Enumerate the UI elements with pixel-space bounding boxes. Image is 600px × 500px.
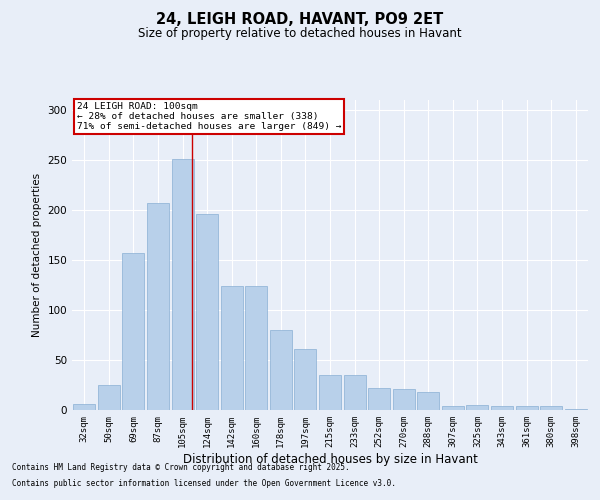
Bar — [417, 392, 439, 410]
Bar — [491, 406, 513, 410]
Bar — [221, 286, 243, 410]
Bar — [392, 389, 415, 410]
Bar — [245, 286, 268, 410]
Bar — [442, 406, 464, 410]
Bar — [540, 406, 562, 410]
Bar — [515, 406, 538, 410]
Bar — [73, 404, 95, 410]
Text: Contains HM Land Registry data © Crown copyright and database right 2025.: Contains HM Land Registry data © Crown c… — [12, 464, 350, 472]
Bar — [122, 253, 145, 410]
Bar — [172, 159, 194, 410]
Bar — [368, 388, 390, 410]
X-axis label: Distribution of detached houses by size in Havant: Distribution of detached houses by size … — [182, 452, 478, 466]
Text: 24 LEIGH ROAD: 100sqm
← 28% of detached houses are smaller (338)
71% of semi-det: 24 LEIGH ROAD: 100sqm ← 28% of detached … — [77, 102, 341, 132]
Y-axis label: Number of detached properties: Number of detached properties — [32, 173, 42, 337]
Bar — [344, 375, 365, 410]
Bar — [196, 214, 218, 410]
Text: Contains public sector information licensed under the Open Government Licence v3: Contains public sector information licen… — [12, 478, 396, 488]
Bar — [466, 405, 488, 410]
Bar — [147, 203, 169, 410]
Bar — [98, 385, 120, 410]
Text: Size of property relative to detached houses in Havant: Size of property relative to detached ho… — [138, 28, 462, 40]
Bar — [270, 330, 292, 410]
Text: 24, LEIGH ROAD, HAVANT, PO9 2ET: 24, LEIGH ROAD, HAVANT, PO9 2ET — [157, 12, 443, 28]
Bar — [319, 375, 341, 410]
Bar — [295, 349, 316, 410]
Bar — [565, 409, 587, 410]
